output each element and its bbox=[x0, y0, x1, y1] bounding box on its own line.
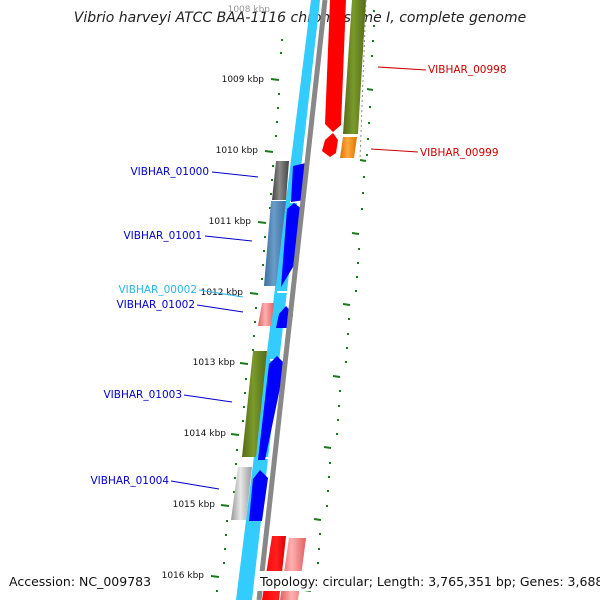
gene-track bbox=[236, 0, 320, 600]
footer-accession: Accession: NC_009783 bbox=[9, 574, 151, 589]
cog-block bbox=[343, 0, 366, 134]
gene-labels: VIBHAR_01000 VIBHAR_01001 VIBHAR_00002 V… bbox=[90, 64, 506, 487]
cog-block bbox=[264, 201, 286, 286]
scale-label: 1008 kbp bbox=[228, 5, 271, 15]
map-title: Vibrio harveyi ATCC BAA-1116 chromosome … bbox=[74, 10, 526, 26]
scale-labels: 1008 kbp 1009 kbp 1010 kbp 1011 kbp 1012… bbox=[162, 5, 271, 581]
gene-label[interactable]: VIBHAR_01000 bbox=[130, 166, 209, 178]
footer-summary: Topology: circular; Length: 3,765,351 bp… bbox=[259, 574, 600, 589]
scale-label: 1016 kbp bbox=[162, 571, 205, 581]
label-leaders bbox=[170, 66, 427, 490]
gene-label[interactable]: VIBHAR_01001 bbox=[123, 230, 202, 242]
cog-track-left bbox=[231, 161, 289, 520]
gene-label[interactable]: VIBHAR_01002 bbox=[116, 299, 195, 311]
gene-label[interactable]: VIBHAR_01004 bbox=[90, 475, 169, 487]
gene-label[interactable]: VIBHAR_01003 bbox=[103, 389, 182, 401]
right-dotted-track bbox=[359, 0, 367, 161]
cds-block bbox=[281, 203, 302, 287]
cds-block bbox=[322, 133, 338, 157]
gene-label[interactable]: VIBHAR_00002 bbox=[118, 284, 197, 296]
cog-block bbox=[340, 137, 357, 158]
cog-block bbox=[242, 351, 267, 457]
scale-label: 1010 kbp bbox=[216, 146, 259, 156]
cds-block bbox=[325, 0, 346, 132]
gene-label[interactable]: VIBHAR_00999 bbox=[420, 147, 499, 159]
scale-label: 1012 kbp bbox=[201, 288, 244, 298]
scale-label: 1009 kbp bbox=[222, 75, 265, 85]
cog-block bbox=[231, 467, 252, 520]
scale-label: 1013 kbp bbox=[193, 358, 236, 368]
cog-block bbox=[272, 161, 289, 200]
genome-backbone bbox=[256, 0, 328, 600]
cds-block bbox=[249, 470, 268, 521]
gene-label[interactable]: VIBHAR_00998 bbox=[428, 64, 507, 76]
footer-accession-bg bbox=[6, 571, 156, 591]
cds-block bbox=[258, 356, 285, 460]
cog-block bbox=[258, 303, 274, 326]
scale-label: 1014 kbp bbox=[184, 429, 227, 439]
scale-label: 1011 kbp bbox=[209, 217, 252, 227]
scale-axis-left bbox=[210, 39, 283, 592]
footer-summary-bg bbox=[256, 571, 596, 591]
scale-label: 1015 kbp bbox=[173, 500, 216, 510]
